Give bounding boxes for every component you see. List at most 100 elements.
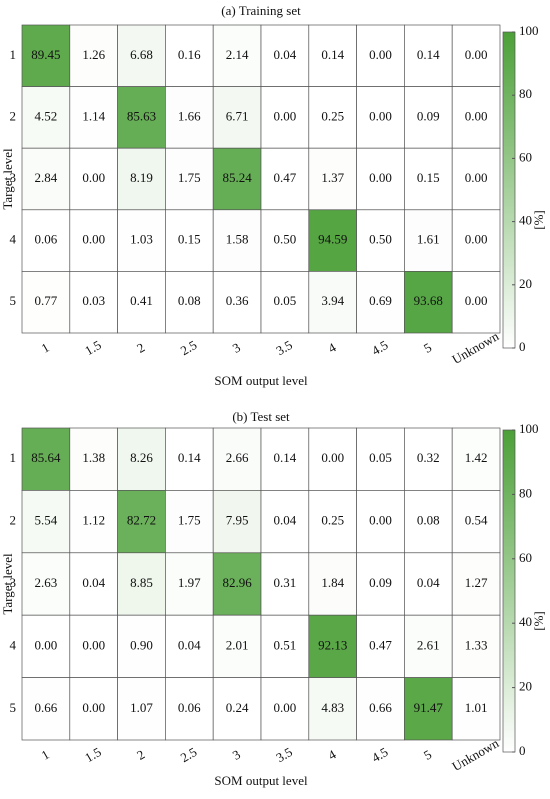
heatmap-cell — [165, 427, 214, 491]
cell-label: 0.25 — [321, 513, 344, 528]
x-tick-label: 3.5 — [273, 337, 295, 358]
x-tick-label: Unknown — [449, 735, 501, 774]
cell-label: 0.00 — [274, 700, 297, 715]
x-tick-label: 1 — [39, 747, 52, 763]
x-tick-label: 2.5 — [178, 744, 200, 765]
colorbar-tick-label: 60 — [519, 149, 532, 164]
cell-label: 0.14 — [178, 450, 201, 465]
heatmap-cell — [404, 271, 453, 334]
cell-label: 0.03 — [82, 293, 105, 308]
heatmap-cell — [69, 24, 118, 87]
cell-label: 0.36 — [226, 293, 249, 308]
cell-label: 0.00 — [82, 170, 105, 185]
colorbar-tick-label: 40 — [519, 614, 532, 629]
heatmap-cell — [21, 427, 71, 491]
x-tick-label: 1 — [39, 340, 52, 356]
x-tick-label: 4 — [325, 339, 339, 355]
cell-label: 89.45 — [31, 47, 60, 62]
heatmap-cell — [21, 552, 71, 616]
cell-label: 6.68 — [130, 47, 153, 62]
x-tick-label: 5 — [421, 747, 434, 763]
cell-label: 0.06 — [35, 232, 58, 247]
heatmap-cell — [356, 271, 405, 334]
cell-label: 1.26 — [82, 47, 105, 62]
cell-label: 0.50 — [274, 232, 297, 247]
cell-label: 1.12 — [82, 513, 105, 528]
heatmap-cell — [260, 552, 310, 616]
heatmap-cell — [165, 86, 214, 149]
cell-label: 0.14 — [321, 47, 344, 62]
colorbar-tick-label: 80 — [519, 485, 532, 500]
x-tick-label: 2.5 — [178, 337, 200, 358]
cell-label: 0.05 — [369, 450, 392, 465]
y-tick-label: 5 — [10, 700, 17, 715]
cell-label: 0.00 — [274, 108, 297, 123]
heatmap-cell — [212, 147, 262, 211]
heatmap-cell — [212, 614, 262, 678]
cell-label: 2.63 — [35, 575, 58, 590]
cell-label: 0.66 — [369, 700, 392, 715]
heatmap-cell — [117, 552, 166, 616]
heatmap-cell — [356, 490, 405, 554]
cell-label: 1.37 — [321, 170, 344, 185]
heatmap-cell — [212, 427, 262, 491]
heatmap-cell — [451, 490, 501, 554]
heatmap-cell — [212, 552, 262, 616]
colorbar-label: [%] — [531, 210, 546, 230]
x-tick-label: 5 — [421, 340, 434, 356]
cell-label: 1.66 — [178, 108, 201, 123]
cell-label: 0.32 — [417, 450, 440, 465]
cell-label: 0.06 — [178, 700, 201, 715]
heatmap-cell — [356, 614, 405, 678]
heatmap-cell — [356, 86, 405, 149]
cell-label: 1.75 — [178, 170, 201, 185]
cell-label: 0.50 — [369, 232, 392, 247]
heatmap-cell — [404, 677, 453, 741]
cell-label: 1.58 — [226, 232, 249, 247]
heatmap-cell — [212, 677, 262, 741]
cell-label: 0.47 — [369, 637, 392, 652]
heatmap-cell — [69, 552, 118, 616]
heatmap-cell — [165, 490, 214, 554]
heatmap-cell — [404, 427, 453, 491]
cell-label: 4.52 — [35, 108, 58, 123]
heatmap-cell — [117, 427, 166, 491]
heatmap-cell — [451, 427, 501, 491]
heatmap-cell — [356, 427, 405, 491]
heatmap-cell — [165, 552, 214, 616]
heatmap-cell — [404, 147, 453, 211]
colorbar-tick-label: 20 — [519, 276, 532, 291]
heatmap-cell — [308, 552, 357, 616]
heatmap-cell — [260, 24, 310, 87]
heatmap-cell — [451, 271, 501, 334]
colorbar-tick-label: 0 — [519, 339, 526, 354]
heatmap-cell — [404, 552, 453, 616]
cell-label: 0.51 — [274, 637, 297, 652]
y-axis-label: Target level — [0, 148, 15, 210]
colorbar-tick-label: 60 — [519, 550, 532, 565]
cell-label: 2.01 — [226, 637, 249, 652]
heatmap-cell — [21, 614, 71, 678]
heatmap-cell — [451, 209, 501, 272]
cell-label: 2.66 — [226, 450, 249, 465]
x-tick-label: 1.5 — [82, 337, 104, 358]
x-tick-label: 4.5 — [369, 744, 391, 765]
colorbar-tick-label: 0 — [519, 743, 526, 758]
cell-label: 2.84 — [35, 170, 58, 185]
heatmap-cell — [451, 552, 501, 616]
cell-label: 0.24 — [226, 700, 249, 715]
heatmap-cell — [308, 490, 357, 554]
y-axis-label: Target level — [0, 553, 15, 615]
x-tick-label: 2 — [134, 747, 147, 763]
cell-label: 85.63 — [127, 108, 156, 123]
y-tick-label: 3 — [10, 575, 17, 590]
cell-label: 0.00 — [369, 170, 392, 185]
heatmap-cell — [69, 271, 118, 334]
heatmap-cell — [21, 147, 71, 211]
heatmap-cell — [212, 209, 262, 272]
cell-label: 0.00 — [465, 232, 488, 247]
heatmap-cell — [260, 271, 310, 334]
cell-label: 0.54 — [465, 513, 488, 528]
cell-label: 0.90 — [130, 637, 153, 652]
cell-label: 0.09 — [417, 108, 440, 123]
